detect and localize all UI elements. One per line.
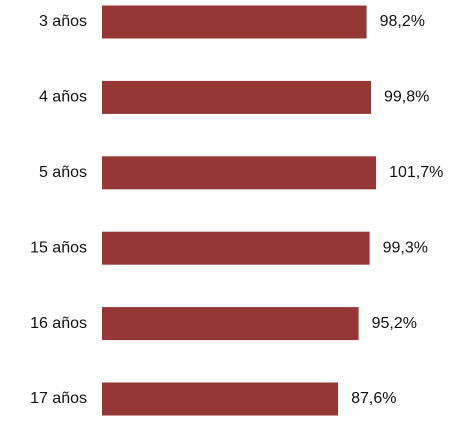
labels-layer: 3 años 98,2% 4 años 99,8% 5 años 101,7% 15 año… <box>30 13 443 407</box>
bar-1 <box>102 80 371 114</box>
value-label-5: 87,6% <box>351 390 396 407</box>
category-label-1: 4 años <box>39 89 87 106</box>
value-label-0: 98,2% <box>380 13 425 30</box>
category-label-0: 3 años <box>39 13 87 30</box>
category-label-2: 5 años <box>39 164 87 181</box>
value-label-1: 99,8% <box>384 89 429 106</box>
value-label-4: 95,2% <box>372 315 417 332</box>
bar-0 <box>102 5 367 39</box>
value-label-3: 99,3% <box>383 239 428 256</box>
bar-5 <box>102 382 339 416</box>
bar-4 <box>102 307 359 341</box>
category-label-4: 16 años <box>30 315 87 332</box>
bar-3 <box>102 231 370 265</box>
bars-layer <box>102 5 377 416</box>
category-label-5: 17 años <box>30 390 87 407</box>
value-label-2: 101,7% <box>389 164 443 181</box>
category-label-3: 15 años <box>30 239 87 256</box>
bar-2 <box>102 156 377 190</box>
